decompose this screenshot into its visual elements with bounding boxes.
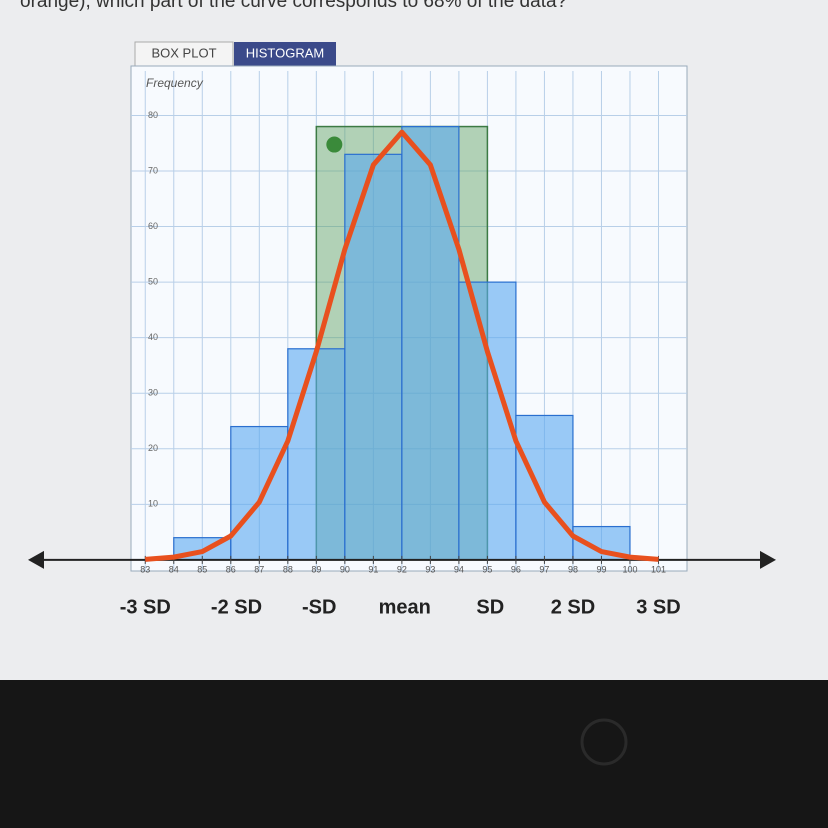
x-tick-label: 89 — [311, 564, 321, 574]
x-tick-label: 92 — [397, 564, 407, 574]
bar — [230, 425, 289, 561]
x-tick-label: 83 — [140, 564, 150, 574]
bar — [287, 348, 346, 561]
tab-active[interactable] — [234, 42, 336, 66]
y-tick-label: 20 — [148, 443, 158, 453]
y-tick-label: 60 — [148, 221, 158, 231]
bar — [458, 281, 517, 561]
y-tick-label: 70 — [148, 165, 158, 175]
bezel — [0, 680, 828, 828]
x-tick-label: 91 — [368, 564, 378, 574]
sd-label: -3 SD — [120, 596, 171, 618]
question: orange), which part of the curve corresp… — [20, 0, 567, 12]
x-tick-label: 84 — [169, 564, 179, 574]
sd-label: 3 SD — [636, 596, 680, 618]
sd-label: -2 SD — [211, 596, 262, 618]
x-tick-label: 99 — [596, 564, 606, 574]
x-tick-label: 96 — [511, 564, 521, 574]
y-tick-label: 80 — [148, 110, 158, 120]
x-tick-label: 98 — [568, 564, 578, 574]
tab[interactable] — [134, 41, 234, 67]
normal-curve — [145, 129, 659, 562]
x-tick-label: 87 — [254, 564, 264, 574]
sd-label: SD — [476, 596, 504, 618]
y-axis-label: Frequency — [146, 76, 204, 90]
check-icon — [326, 136, 343, 153]
x-tick-label: 94 — [454, 564, 464, 574]
x-tick-label: 100 — [622, 564, 637, 574]
x-tick-label: 95 — [482, 564, 492, 574]
sd-label: mean — [379, 596, 431, 618]
tab-label[interactable]: BOX PLOT — [151, 45, 216, 60]
y-tick-label: 10 — [148, 499, 158, 509]
bar — [515, 414, 574, 561]
x-tick-label: 88 — [283, 564, 293, 574]
x-tick-label: 86 — [226, 564, 236, 574]
x-tick-label: 93 — [425, 564, 435, 574]
y-tick-label: 40 — [148, 332, 158, 342]
x-tick-label: 101 — [651, 564, 666, 574]
x-tick-label: 90 — [340, 564, 350, 574]
x-tick-label: 85 — [197, 564, 207, 574]
logo — [580, 718, 628, 766]
arrow — [760, 550, 776, 569]
bar — [401, 125, 460, 561]
arrow — [28, 550, 44, 569]
tab-label[interactable]: HISTOGRAM — [246, 45, 325, 60]
sd-label: -SD — [302, 596, 336, 618]
x-tick-label: 97 — [539, 564, 549, 574]
y-tick-label: 50 — [148, 276, 158, 286]
bar — [344, 153, 403, 561]
y-tick-label: 30 — [148, 388, 158, 398]
sd-label: 2 SD — [551, 596, 595, 618]
